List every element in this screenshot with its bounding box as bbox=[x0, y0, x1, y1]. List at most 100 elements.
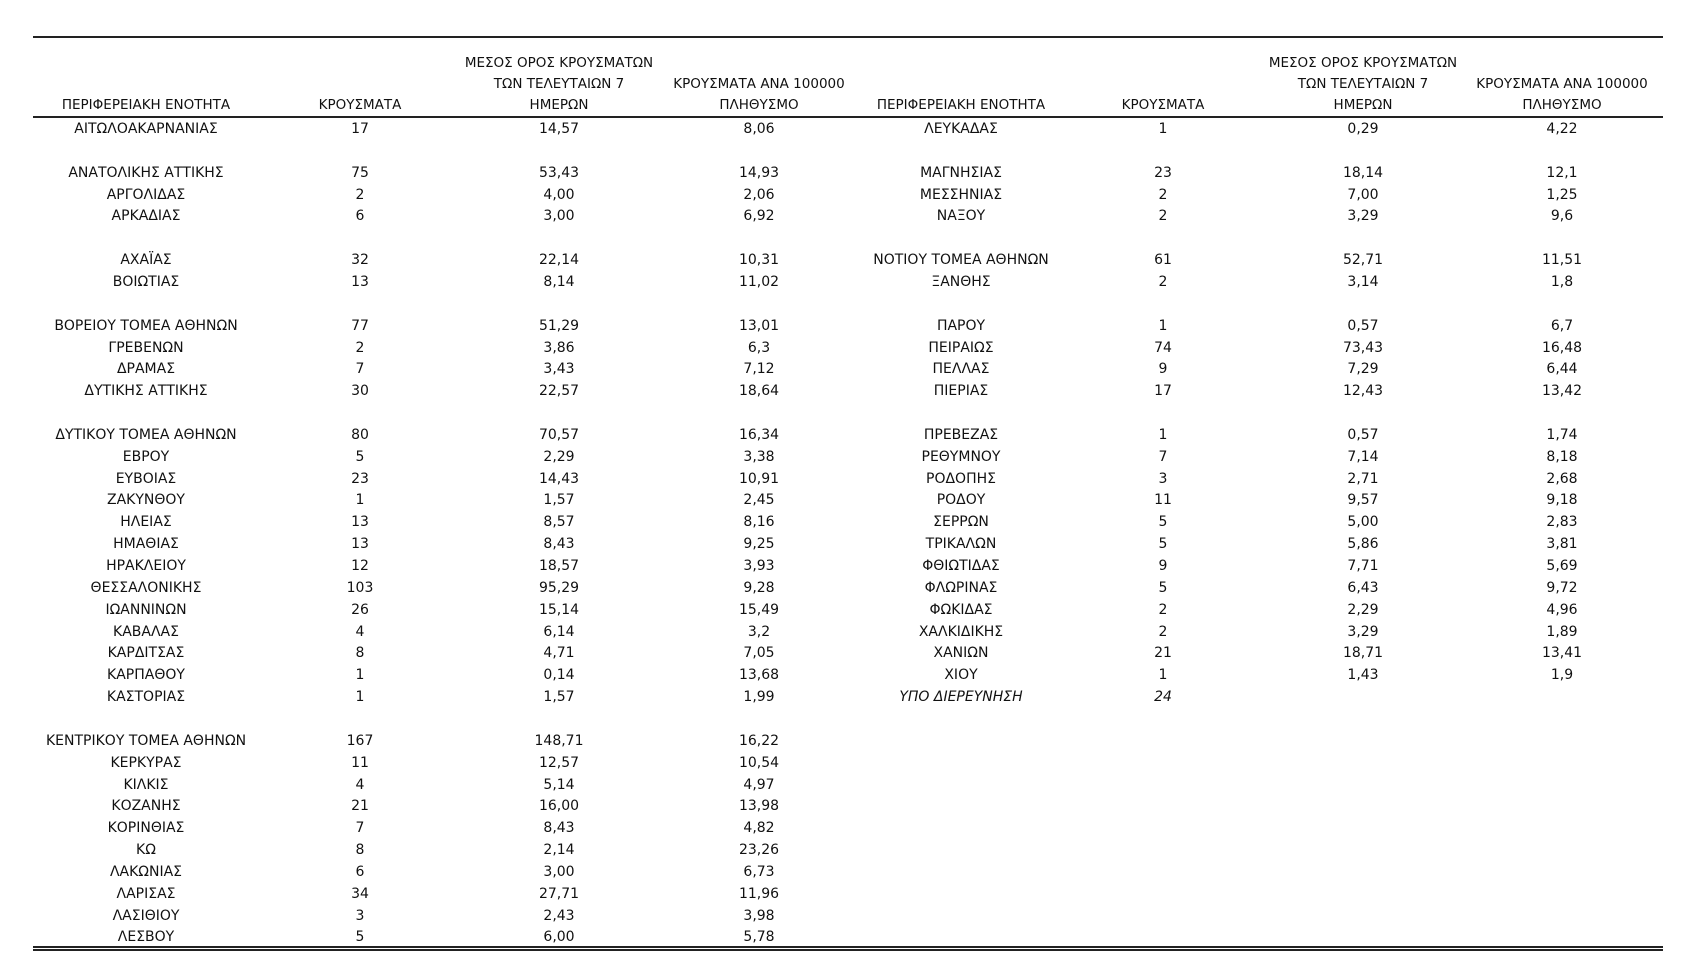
per-100k-cell: 16,22 bbox=[738, 732, 780, 749]
avg-7-days-cell: 27,71 bbox=[538, 885, 580, 902]
region-cell: ΖΑΚΥΝΘΟΥ bbox=[107, 492, 185, 509]
column-header: ΤΩΝ ΤΕΛΕΥΤΑΙΩΝ 7 bbox=[1297, 76, 1429, 92]
per-100k-cell: 6,73 bbox=[743, 863, 775, 880]
region-cell: ΝΟΤΙΟΥ ΤΟΜΕΑ ΑΘΗΝΩΝ bbox=[873, 252, 1049, 269]
region-cell: ΠΡΕΒΕΖΑΣ bbox=[923, 426, 999, 443]
avg-7-days-cell: 14,43 bbox=[538, 470, 580, 487]
per-100k-cell: 9,28 bbox=[743, 579, 775, 596]
avg-7-days-cell: 73,43 bbox=[1342, 339, 1384, 356]
cases-cell: 4 bbox=[355, 776, 365, 793]
avg-7-days-cell: 18,14 bbox=[1342, 164, 1384, 181]
avg-7-days-cell: 12,57 bbox=[538, 754, 580, 771]
avg-7-days-cell: 8,43 bbox=[543, 536, 575, 553]
region-cell: ΚΟΖΑΝΗΣ bbox=[111, 798, 181, 815]
cases-cell: 17 bbox=[351, 121, 369, 137]
region-cell: ΛΑΣΙΘΙΟΥ bbox=[112, 907, 180, 924]
region-cell: ΛΕΥΚΑΔΑΣ bbox=[924, 121, 998, 137]
cases-cell: 13 bbox=[351, 536, 369, 553]
cases-cell: 7 bbox=[355, 361, 365, 378]
cases-cell: 12 bbox=[351, 558, 369, 574]
avg-7-days-cell: 8,14 bbox=[543, 273, 575, 290]
per-100k-cell: 1,9 bbox=[1550, 667, 1574, 684]
per-100k-cell: 10,31 bbox=[738, 252, 780, 269]
avg-7-days-cell: 0,57 bbox=[1347, 317, 1379, 334]
region-cell: ΑΝΑΤΟΛΙΚΗΣ ΑΤΤΙΚΗΣ bbox=[68, 164, 224, 181]
region-cell: ΦΛΩΡΙΝΑΣ bbox=[924, 579, 998, 596]
cases-cell: 1 bbox=[1158, 317, 1168, 334]
per-100k-cell: 2,45 bbox=[743, 492, 775, 509]
region-cell: ΒΟΙΩΤΙΑΣ bbox=[112, 273, 180, 290]
cases-cell: 167 bbox=[346, 732, 374, 749]
column-header: ΜΕΣΟΣ ΟΡΟΣ ΚΡΟΥΣΜΑΤΩΝ bbox=[464, 55, 654, 71]
cases-cell: 26 bbox=[351, 601, 369, 618]
avg-7-days-cell: 3,00 bbox=[543, 863, 575, 880]
region-cell: ΠΑΡΟΥ bbox=[936, 317, 986, 334]
avg-7-days-cell: 0,57 bbox=[1347, 426, 1379, 443]
per-100k-cell: 5,78 bbox=[743, 929, 775, 946]
cases-cell: 1 bbox=[1158, 667, 1168, 684]
per-100k-cell: 14,93 bbox=[738, 164, 780, 181]
cases-cell: 3 bbox=[355, 907, 365, 924]
top-rule bbox=[33, 36, 1663, 38]
per-100k-cell: 6,7 bbox=[1550, 317, 1574, 334]
avg-7-days-cell: 4,00 bbox=[543, 186, 575, 203]
cases-cell: 8 bbox=[355, 842, 365, 859]
cases-cell: 21 bbox=[1154, 645, 1172, 662]
per-100k-cell: 4,97 bbox=[743, 776, 775, 793]
cases-cell: 23 bbox=[351, 470, 369, 487]
region-cell: ΝΑΞΟΥ bbox=[936, 208, 986, 225]
per-100k-cell: 4,96 bbox=[1546, 601, 1578, 618]
avg-7-days-cell: 18,71 bbox=[1342, 645, 1384, 662]
avg-7-days-cell: 8,43 bbox=[543, 820, 575, 837]
avg-7-days-cell: 3,86 bbox=[543, 339, 575, 356]
region-cell: ΗΛΕΙΑΣ bbox=[120, 514, 172, 531]
avg-7-days-cell: 6,14 bbox=[543, 623, 575, 640]
per-100k-cell: 9,25 bbox=[743, 536, 775, 553]
cases-cell: 1 bbox=[1158, 121, 1168, 137]
region-cell: ΦΩΚΙΔΑΣ bbox=[929, 601, 993, 618]
avg-7-days-cell: 12,43 bbox=[1342, 383, 1384, 400]
region-cell: ΑΡΓΟΛΙΔΑΣ bbox=[106, 186, 186, 203]
per-100k-cell: 16,48 bbox=[1541, 339, 1583, 356]
region-cell: ΚΑΣΤΟΡΙΑΣ bbox=[106, 689, 186, 706]
avg-7-days-cell: 5,14 bbox=[543, 776, 575, 793]
cases-cell: 9 bbox=[1158, 558, 1168, 574]
per-100k-cell: 13,01 bbox=[738, 317, 780, 334]
avg-7-days-cell: 95,29 bbox=[538, 579, 580, 596]
region-cell: ΒΟΡΕΙΟΥ ΤΟΜΕΑ ΑΘΗΝΩΝ bbox=[54, 317, 238, 334]
avg-7-days-cell: 5,00 bbox=[1347, 514, 1379, 531]
region-cell: ΕΒΡΟΥ bbox=[122, 448, 170, 465]
column-header: ΜΕΣΟΣ ΟΡΟΣ ΚΡΟΥΣΜΑΤΩΝ bbox=[1268, 55, 1458, 71]
avg-7-days-cell: 2,29 bbox=[1347, 601, 1379, 618]
cases-cell: 7 bbox=[355, 820, 365, 837]
avg-7-days-cell: 7,14 bbox=[1347, 448, 1379, 465]
avg-7-days-cell: 52,71 bbox=[1342, 252, 1384, 269]
region-cell: ΛΑΡΙΣΑΣ bbox=[116, 885, 176, 902]
region-cell: ΔΥΤΙΚΟΥ ΤΟΜΕΑ ΑΘΗΝΩΝ bbox=[55, 426, 237, 443]
region-cell: ΤΡΙΚΑΛΩΝ bbox=[925, 536, 997, 553]
per-100k-cell: 3,98 bbox=[743, 907, 775, 924]
avg-7-days-cell: 9,57 bbox=[1347, 492, 1379, 509]
cases-cell: 6 bbox=[355, 208, 365, 225]
region-cell: ΧΑΝΙΩΝ bbox=[933, 645, 989, 662]
per-100k-cell: 4,22 bbox=[1546, 121, 1578, 137]
region-cell: ΜΑΓΝΗΣΙΑΣ bbox=[920, 164, 1002, 181]
bottom-rule bbox=[33, 946, 1663, 948]
per-100k-cell: 13,42 bbox=[1541, 383, 1583, 400]
avg-7-days-cell: 0,29 bbox=[1347, 121, 1379, 137]
avg-7-days-cell: 22,57 bbox=[538, 383, 580, 400]
per-100k-cell: 2,68 bbox=[1546, 470, 1578, 487]
region-cell: ΛΕΣΒΟΥ bbox=[117, 929, 175, 946]
per-100k-cell: 8,16 bbox=[743, 514, 775, 531]
avg-7-days-cell: 4,71 bbox=[543, 645, 575, 662]
region-cell: ΠΕΙΡΑΙΩΣ bbox=[928, 339, 994, 356]
avg-7-days-cell: 53,43 bbox=[538, 164, 580, 181]
per-100k-cell: 2,83 bbox=[1546, 514, 1578, 531]
region-cell: ΠΕΛΛΑΣ bbox=[932, 361, 990, 378]
cases-cell: 2 bbox=[1158, 623, 1168, 640]
per-100k-cell: 15,49 bbox=[738, 601, 780, 618]
per-100k-cell: 6,3 bbox=[747, 339, 771, 356]
cases-cell: 11 bbox=[351, 754, 369, 771]
avg-7-days-cell: 1,57 bbox=[543, 689, 575, 706]
region-cell: ΚΟΡΙΝΘΙΑΣ bbox=[107, 820, 185, 837]
